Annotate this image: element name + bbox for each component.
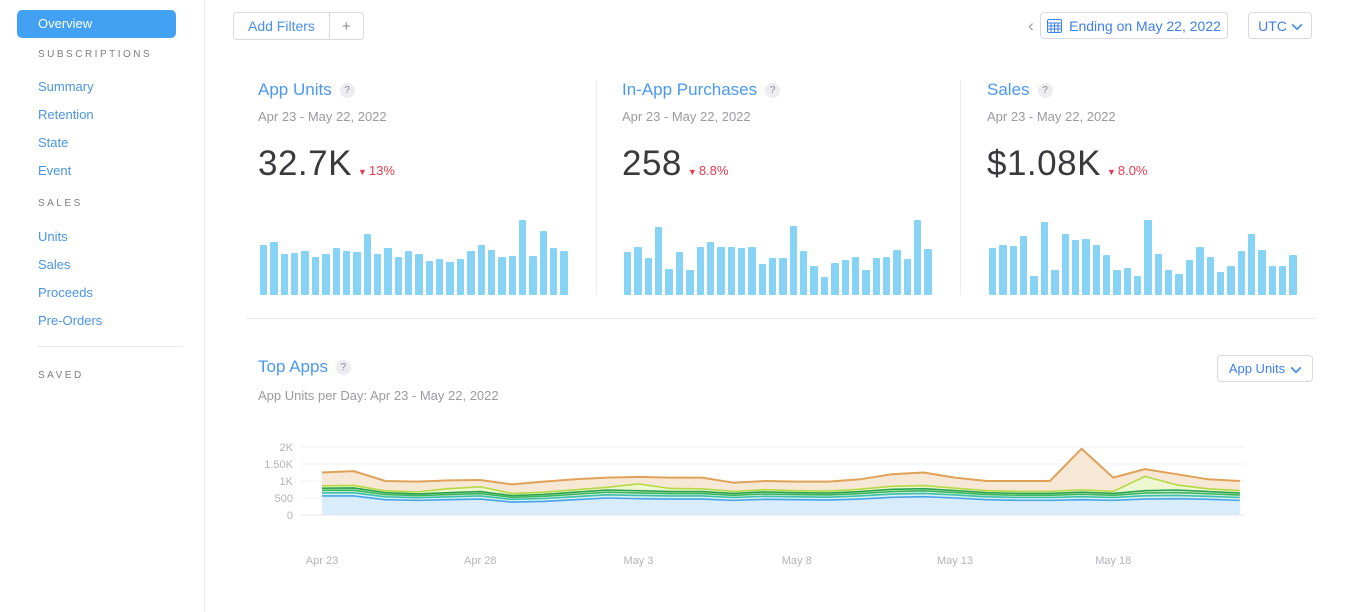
sidebar-item-event[interactable]: Event [38, 163, 72, 178]
metric-card-date-range: Apr 23 - May 22, 2022 [622, 109, 751, 124]
svg-text:May 13: May 13 [937, 555, 973, 567]
metric-change: ▼ 8.8% [687, 163, 729, 178]
add-filters-button[interactable]: Add Filters [234, 13, 329, 39]
svg-text:Apr 23: Apr 23 [306, 555, 338, 567]
sidebar-item-state[interactable]: State [38, 135, 69, 150]
metric-value: 258 [622, 144, 682, 183]
svg-text:Apr 28: Apr 28 [464, 555, 496, 567]
date-range-label: Ending on May 22, 2022 [1069, 17, 1221, 34]
sidebar-item-overview[interactable]: Overview [17, 10, 176, 38]
sidebar-header-subscriptions: SUBSCRIPTIONS [38, 49, 153, 60]
metric-value: $1.08K [987, 144, 1101, 183]
filters-group: Add Filters + [233, 12, 364, 40]
metric-card-title[interactable]: App Units [258, 80, 332, 99]
sidebar-divider [38, 346, 183, 347]
add-filter-plus-button[interactable]: + [328, 13, 363, 39]
help-icon[interactable]: ? [765, 82, 781, 98]
sidebar-item-units[interactable]: Units [38, 229, 68, 244]
top-apps-metric-dropdown[interactable]: App Units [1217, 355, 1313, 382]
metric-card-in-app-purchases: In-App Purchases ? Apr 23 - May 22, 2022… [622, 80, 934, 295]
chevron-down-icon [1293, 19, 1302, 28]
triangle-down-icon: ▼ [1106, 167, 1116, 177]
svg-text:1.50K: 1.50K [264, 459, 293, 471]
timezone-label: UTC [1258, 17, 1287, 34]
sidebar-item-pre-orders[interactable]: Pre-Orders [38, 313, 103, 328]
sidebar-item-proceeds[interactable]: Proceeds [38, 285, 93, 300]
top-apps-stacked-area-chart: 2K 1.50K 1K 500 0 Apr 23 Apr 28 May 3 May 8 May 1… [264, 442, 1245, 567]
top-apps-title[interactable]: Top Apps [258, 357, 328, 376]
metric-card-title[interactable]: Sales [987, 80, 1030, 99]
triangle-down-icon: ▼ [357, 167, 367, 177]
card-divider [596, 80, 597, 295]
top-apps-chart: 2K 1.50K 1K 500 0 Apr 23 Apr 28 May 3 May 8 May 1… [205, 430, 1349, 600]
metric-card-sales: Sales ? Apr 23 - May 22, 2022 $1.08K ▼ 8… [987, 80, 1299, 295]
svg-text:2K: 2K [280, 442, 294, 454]
svg-text:May 18: May 18 [1095, 555, 1131, 567]
metric-card-date-range: Apr 23 - May 22, 2022 [987, 109, 1116, 124]
metric-value: 32.7K [258, 144, 352, 183]
help-icon[interactable]: ? [335, 359, 351, 375]
card-divider [960, 80, 961, 295]
help-icon[interactable]: ? [339, 82, 355, 98]
app-units-sparkline [260, 220, 568, 295]
calendar-icon [1047, 18, 1063, 33]
svg-text:May 8: May 8 [782, 555, 812, 567]
svg-text:1K: 1K [280, 476, 294, 488]
svg-text:May 3: May 3 [624, 555, 654, 567]
metric-card-app-units: App Units ? Apr 23 - May 22, 2022 32.7K … [258, 80, 570, 295]
date-range-button[interactable]: Ending on May 22, 2022 [1040, 12, 1228, 39]
metric-card-title[interactable]: In-App Purchases [622, 80, 758, 99]
triangle-down-icon: ▼ [687, 167, 697, 177]
top-apps-subtitle: App Units per Day: Apr 23 - May 22, 2022 [258, 388, 499, 403]
sidebar-header-sales: SALES [38, 198, 83, 209]
section-divider [246, 318, 1315, 319]
sidebar-item-retention[interactable]: Retention [38, 107, 94, 122]
previous-period-button[interactable]: ‹ [1028, 16, 1034, 35]
chevron-down-icon [1292, 362, 1301, 371]
metric-change: ▼ 13% [357, 163, 395, 178]
top-apps-metric-value: App Units [1228, 361, 1286, 376]
in-app-purchases-sparkline [624, 220, 932, 295]
sidebar-header-saved: SAVED [38, 370, 84, 381]
timezone-dropdown[interactable]: UTC [1248, 12, 1312, 39]
metric-change: ▼ 8.0% [1106, 163, 1148, 178]
sales-sparkline [989, 220, 1297, 295]
main-content: Add Filters + ‹ Ending on May 22, 2022 U… [205, 0, 1349, 612]
sidebar-item-sales[interactable]: Sales [38, 257, 71, 272]
svg-text:0: 0 [287, 510, 293, 522]
metric-card-date-range: Apr 23 - May 22, 2022 [258, 109, 387, 124]
top-apps-header: Top Apps ? [258, 357, 351, 377]
svg-text:500: 500 [275, 493, 293, 505]
help-icon[interactable]: ? [1037, 82, 1053, 98]
sidebar-item-summary[interactable]: Summary [38, 79, 94, 94]
sidebar: Overview SUBSCRIPTIONS Summary Retention… [0, 0, 205, 612]
